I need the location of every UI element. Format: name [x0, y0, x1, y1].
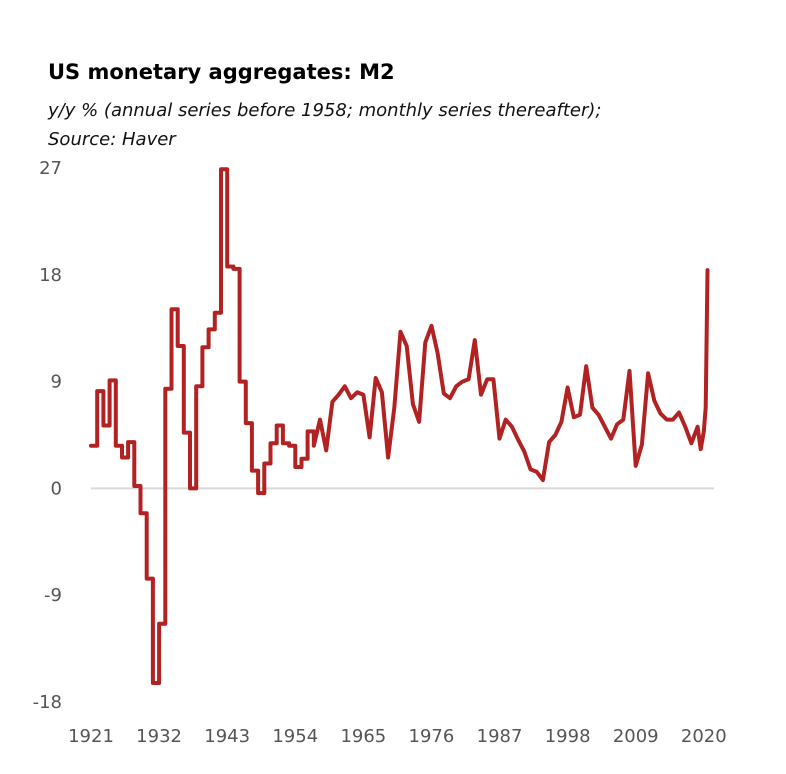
y-tick-label: 0 — [51, 478, 62, 499]
chart-subtitle: y/y % (annual series before 1958; monthl… — [48, 96, 601, 154]
x-tick-label: 1987 — [477, 726, 523, 747]
y-tick-label: -18 — [33, 692, 62, 713]
x-tick-label: 1965 — [340, 726, 386, 747]
y-axis: 27 18 9 0 -9 -18 — [33, 158, 62, 713]
x-tick-label: 1976 — [409, 726, 455, 747]
x-tick-label: 2009 — [613, 726, 659, 747]
x-tick-label: 1921 — [68, 726, 114, 747]
y-tick-label: -9 — [44, 585, 62, 606]
x-tick-label: 1954 — [272, 726, 318, 747]
y-tick-label: 9 — [51, 372, 62, 393]
chart-subtitle-line-1: y/y % (annual series before 1958; monthl… — [48, 100, 602, 121]
chart-source: Source: Haver — [48, 129, 176, 150]
chart-title: US monetary aggregates: M2 — [48, 60, 395, 84]
x-tick-label: 1932 — [136, 726, 182, 747]
series-line-m2 — [89, 167, 710, 685]
x-tick-label: 1998 — [545, 726, 591, 747]
y-tick-label: 18 — [39, 265, 62, 286]
x-axis: 1921 1932 1943 1954 1965 1976 1987 1998 2009 2020 — [68, 726, 727, 747]
x-tick-label: 2020 — [681, 726, 727, 747]
y-tick-label: 27 — [39, 158, 62, 179]
x-tick-label: 1943 — [204, 726, 250, 747]
